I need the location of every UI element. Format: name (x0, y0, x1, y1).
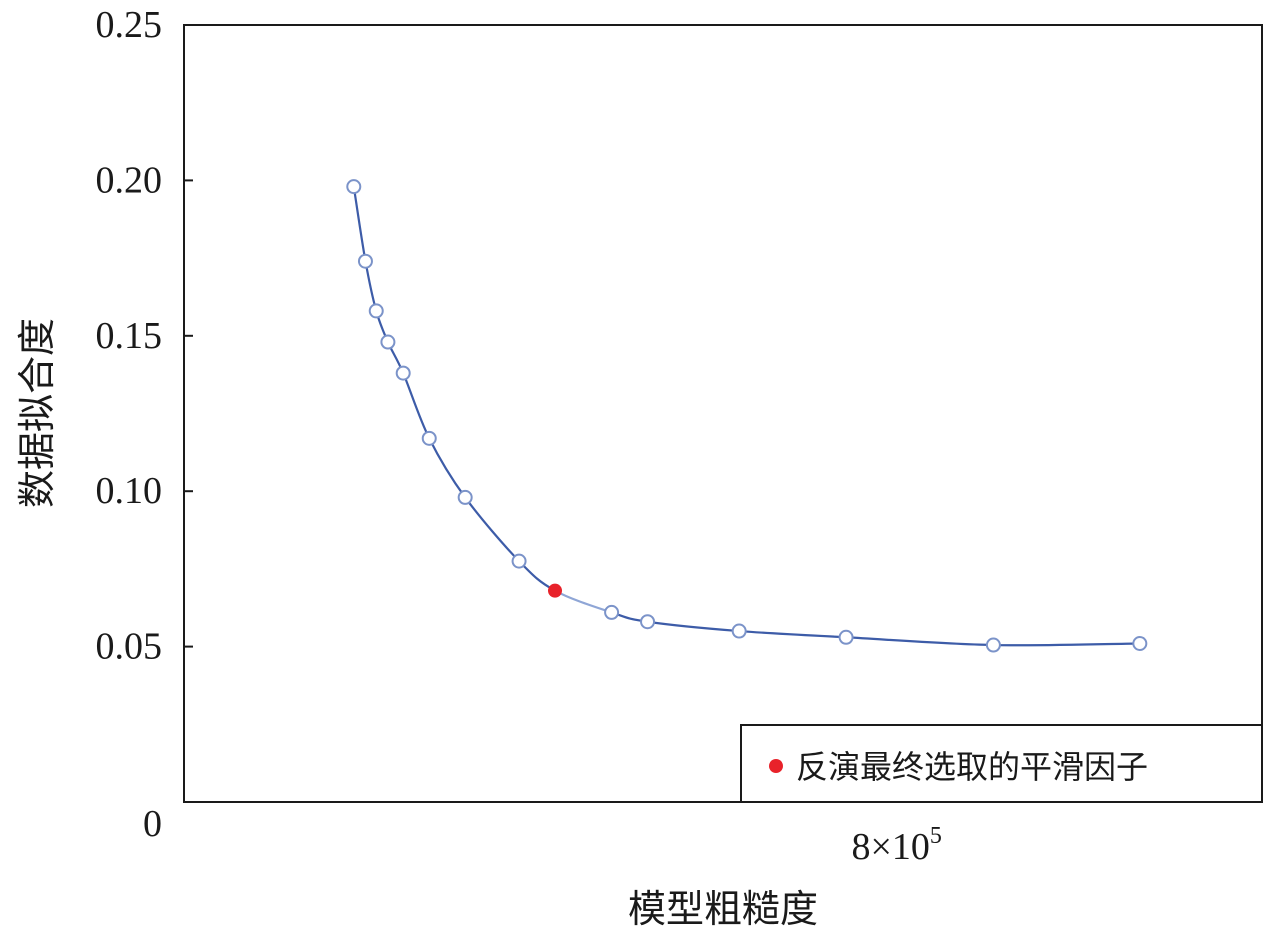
y-axis-title: 数据拟合度 (15, 318, 59, 508)
x-tick-label: 8×105 (851, 823, 941, 868)
curve-segment (739, 629, 847, 639)
y-tick-label: 0.25 (96, 4, 163, 46)
curve-segment (647, 620, 740, 633)
legend-marker (769, 759, 783, 773)
y-tick-label: 0.20 (96, 159, 163, 201)
plot-frame (183, 24, 1263, 803)
curve-segment (402, 372, 431, 439)
data-point (380, 334, 396, 350)
legend: 反演最终选取的平滑因子 (740, 724, 1263, 803)
data-point (1132, 635, 1148, 651)
data-point (640, 614, 656, 630)
curve-segment (554, 589, 612, 614)
legend-box (740, 724, 1263, 803)
data-point (838, 629, 854, 645)
curve-segment (846, 636, 994, 647)
data-point (985, 637, 1001, 653)
curve-segment (364, 261, 378, 312)
curve-segment (428, 437, 467, 499)
y-tick-label: 0.10 (96, 470, 163, 512)
curve-segment (352, 186, 367, 262)
data-point (731, 623, 747, 639)
data-point (421, 430, 437, 446)
data-point (604, 604, 620, 620)
y-tick-label: 0.05 (96, 626, 163, 668)
y-tick-label: 0.15 (96, 315, 163, 357)
data-point (357, 253, 373, 269)
data-point (511, 553, 527, 569)
selected-point (548, 583, 563, 598)
legend-label: 反演最终选取的平滑因子 (796, 748, 1148, 786)
curve-segment (464, 496, 520, 562)
y-tick-label: 0 (143, 803, 162, 845)
x-axis-title: 模型粗糙度 (628, 887, 818, 929)
data-point (368, 303, 384, 319)
data-point (395, 365, 411, 381)
data-point (457, 489, 473, 505)
curve-segment (993, 642, 1140, 647)
data-point (346, 179, 362, 195)
